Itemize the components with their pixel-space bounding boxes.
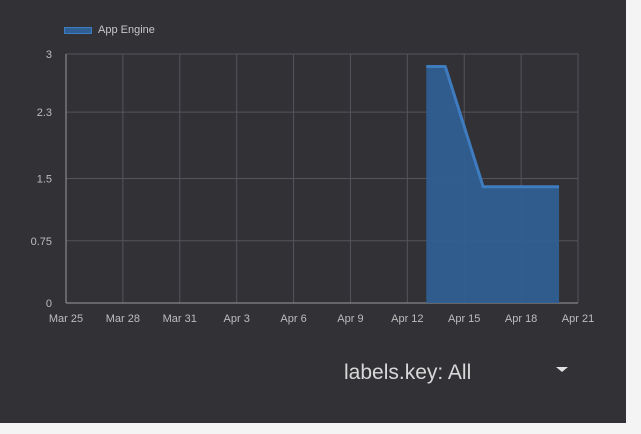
y-tick-label: 0 <box>46 298 52 310</box>
series-line <box>426 64 560 189</box>
x-tick-label: Apr 12 <box>391 313 423 325</box>
chart-legend: App Engine <box>64 24 155 36</box>
y-tick-label: 0.75 <box>31 236 52 248</box>
filter-label: labels.key: All <box>344 361 472 384</box>
x-tick-label: Apr 6 <box>280 313 306 325</box>
x-tick-label: Apr 21 <box>562 313 594 325</box>
x-tick-label: Mar 31 <box>163 313 197 325</box>
y-tick-label: 1.5 <box>37 174 52 186</box>
y-tick-label: 3 <box>46 49 52 61</box>
labels-key-filter[interactable]: labels.key: All <box>344 358 574 388</box>
x-tick-label: Apr 9 <box>337 313 363 325</box>
x-tick-label: Apr 18 <box>505 313 537 325</box>
x-tick-label: Apr 3 <box>224 313 250 325</box>
x-tick-label: Apr 15 <box>448 313 480 325</box>
legend-swatch <box>64 26 92 34</box>
x-tick-label: Mar 28 <box>106 313 140 325</box>
chevron-down-icon[interactable] <box>556 367 568 372</box>
y-tick-label: 2.3 <box>37 107 52 119</box>
page-margin-bottom <box>0 423 641 434</box>
legend-label: App Engine <box>98 24 155 36</box>
x-tick-label: Mar 25 <box>49 313 83 325</box>
series-area <box>426 66 560 303</box>
page-margin-right <box>626 0 641 434</box>
